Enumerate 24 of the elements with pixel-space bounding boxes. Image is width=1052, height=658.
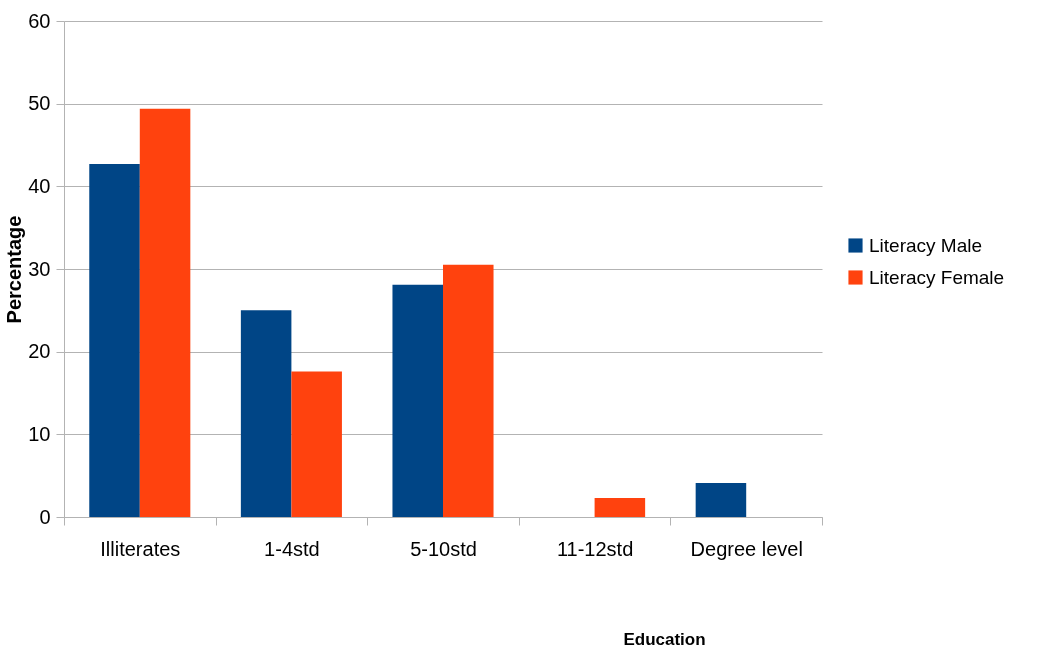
bar — [291, 371, 342, 517]
y-tick-label: 20 — [28, 340, 51, 363]
bar — [695, 483, 747, 517]
x-axis-title: Education — [623, 629, 706, 649]
bar — [392, 284, 443, 517]
bar — [139, 108, 191, 517]
bar — [89, 164, 140, 517]
legend-label: Literacy Female — [869, 266, 1005, 288]
x-tick-label: 5-10std — [410, 537, 477, 560]
x-tick-label: Degree level — [690, 537, 803, 560]
bar — [594, 497, 646, 517]
y-axis-title: Percentage — [2, 215, 25, 324]
legend-label: Literacy Male — [869, 234, 982, 256]
y-tick-label: 40 — [28, 174, 51, 197]
bar — [443, 264, 494, 517]
y-tick-label: 60 — [28, 9, 51, 32]
y-tick-label: 30 — [28, 257, 51, 280]
bar — [240, 310, 292, 517]
x-tick-label: 11-12std — [556, 537, 634, 560]
x-tick-label: Illiterates — [100, 537, 181, 560]
y-tick-label: 10 — [28, 422, 51, 445]
y-tick-label: 0 — [39, 505, 51, 528]
y-tick-label: 50 — [28, 92, 51, 115]
x-tick-label: 1-4std — [264, 537, 320, 560]
